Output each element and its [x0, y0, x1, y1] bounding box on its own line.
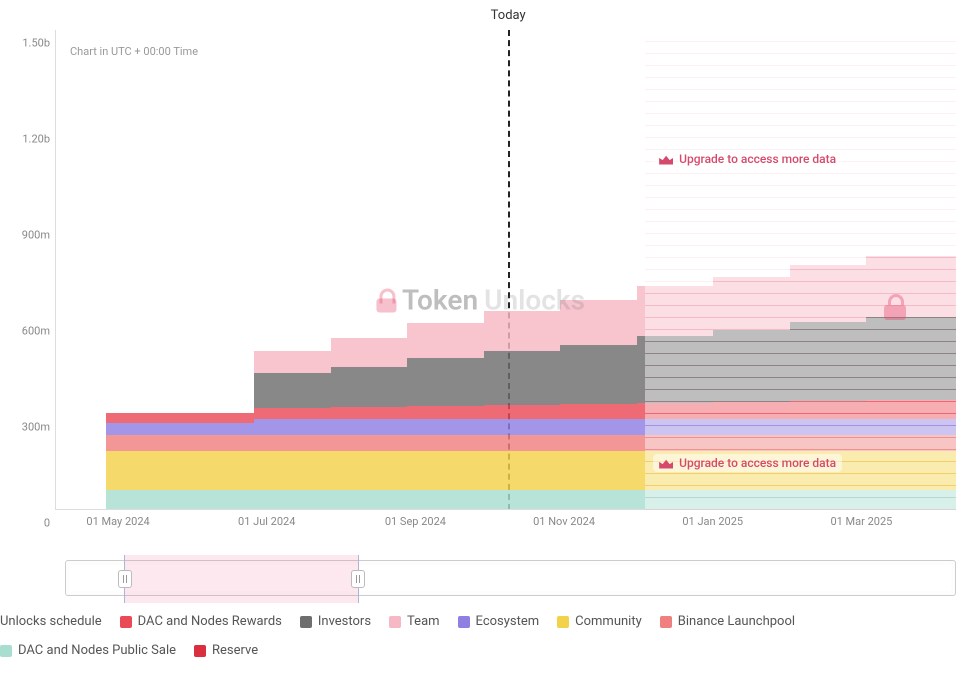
legend-label: Ecosystem: [476, 614, 540, 629]
legend-swatch: [300, 616, 312, 628]
crown-icon: [659, 154, 673, 165]
legend-label: Reserve: [212, 643, 258, 658]
lock-icon: [884, 294, 906, 320]
legend-item[interactable]: Community: [557, 614, 642, 629]
legend-swatch: [557, 616, 569, 628]
x-tick: 01 Jan 2025: [682, 515, 743, 528]
legend-label: Binance Launchpool: [678, 614, 795, 629]
x-tick: 01 Mar 2025: [830, 515, 892, 528]
y-tick: 1.20b: [0, 133, 50, 146]
legend-label: Investors: [318, 614, 371, 629]
brush-handle-right[interactable]: [351, 570, 365, 588]
unlock-chart: Today Chart in UTC + 00:00 Time Upgrade …: [0, 0, 961, 610]
upgrade-text: Upgrade to access more data: [679, 456, 836, 470]
y-tick: 600m: [0, 325, 50, 338]
legend-item[interactable]: Investors: [300, 614, 371, 629]
y-tick: 900m: [0, 229, 50, 242]
legend-item[interactable]: Reserve: [194, 643, 258, 658]
legend-label: DAC and Nodes Public Sale: [18, 643, 176, 658]
plot-area[interactable]: [55, 30, 956, 510]
legend-swatch: [120, 616, 132, 628]
legend-item[interactable]: Ecosystem: [458, 614, 540, 629]
y-tick: 1.50b: [0, 37, 50, 50]
upgrade-badge-bottom[interactable]: Upgrade to access more data: [653, 454, 842, 472]
legend: Unlocks schedule DAC and Nodes Rewards In…: [0, 610, 961, 658]
legend-swatch: [458, 616, 470, 628]
legend-swatch: [660, 616, 672, 628]
x-tick: 01 Nov 2024: [533, 515, 595, 528]
today-label: Today: [491, 8, 526, 23]
brush-selection[interactable]: [124, 555, 360, 603]
x-tick: 01 Jul 2024: [238, 515, 295, 528]
legend-item[interactable]: DAC and Nodes Rewards: [120, 614, 282, 629]
time-brush[interactable]: [65, 560, 956, 596]
legend-swatch: [194, 645, 206, 657]
stacked-bars: [56, 30, 956, 509]
legend-label: Community: [575, 614, 642, 629]
legend-item[interactable]: Team: [389, 614, 440, 629]
x-tick: 01 Sep 2024: [385, 515, 446, 528]
legend-swatch: [0, 645, 12, 657]
legend-swatch: [389, 616, 401, 628]
brush-handle-left[interactable]: [118, 570, 132, 588]
upgrade-badge-top[interactable]: Upgrade to access more data: [653, 150, 842, 168]
x-tick: 01 May 2024: [86, 515, 149, 528]
y-tick: 300m: [0, 421, 50, 434]
legend-title: Unlocks schedule: [0, 614, 102, 629]
upgrade-text: Upgrade to access more data: [679, 152, 836, 166]
legend-item[interactable]: Binance Launchpool: [660, 614, 795, 629]
legend-label: DAC and Nodes Rewards: [138, 614, 282, 629]
crown-icon: [659, 458, 673, 469]
y-tick: 0: [0, 517, 50, 530]
legend-item[interactable]: DAC and Nodes Public Sale: [0, 643, 176, 658]
legend-label: Team: [407, 614, 440, 629]
